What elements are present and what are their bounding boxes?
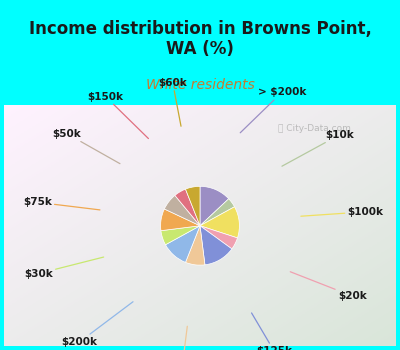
Text: $10k: $10k [282,130,354,166]
Wedge shape [200,186,229,226]
Wedge shape [186,226,205,265]
Text: > $200k: > $200k [240,87,306,133]
Wedge shape [200,199,234,226]
Wedge shape [186,186,200,226]
Text: $125k: $125k [252,313,292,350]
Wedge shape [200,226,232,265]
Text: $40k: $40k [167,326,196,350]
Wedge shape [200,207,239,238]
Wedge shape [175,189,200,226]
Text: Income distribution in Browns Point,
WA (%): Income distribution in Browns Point, WA … [28,20,372,58]
Wedge shape [166,226,200,262]
Text: $75k: $75k [23,197,100,210]
Text: White residents: White residents [146,78,254,92]
Text: $100k: $100k [301,207,384,217]
Wedge shape [200,226,238,249]
Text: $30k: $30k [24,257,104,279]
Text: $20k: $20k [290,272,367,301]
Text: $150k: $150k [88,92,148,139]
Text: $60k: $60k [158,78,187,126]
Text: $200k: $200k [62,302,133,347]
Wedge shape [161,226,200,245]
Wedge shape [164,195,200,226]
Wedge shape [161,209,200,231]
Text: ⓘ City-Data.com: ⓘ City-Data.com [278,124,351,133]
Text: $50k: $50k [53,129,120,164]
